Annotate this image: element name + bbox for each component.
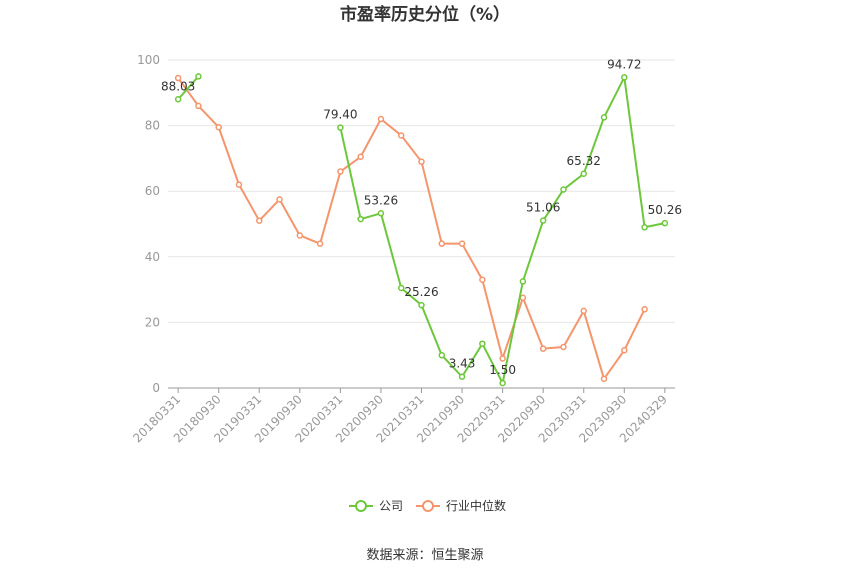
legend[interactable]: 公司 行业中位数: [349, 498, 506, 513]
data-point[interactable]: [256, 217, 263, 224]
legend-marker: [422, 500, 434, 512]
data-point[interactable]: [438, 240, 446, 247]
series-line-0: [339, 76, 666, 385]
data-point[interactable]: [519, 278, 527, 285]
data-point[interactable]: [377, 115, 385, 123]
legend-item-1[interactable]: 行业中位数: [416, 498, 506, 513]
data-point[interactable]: [174, 74, 182, 82]
data-point[interactable]: [296, 232, 304, 239]
x-axis: 2018033120180930201903312019093020200331…: [130, 387, 675, 445]
data-source: 数据来源：恒生聚源: [366, 548, 483, 563]
data-label: 3.43: [449, 357, 476, 371]
series-lines: [174, 73, 669, 387]
data-point[interactable]: [357, 153, 364, 161]
data-point[interactable]: [458, 240, 466, 247]
data-point[interactable]: [560, 343, 567, 351]
data-point[interactable]: [600, 114, 608, 121]
series-line-0: [177, 75, 200, 100]
data-label: 65.32: [567, 154, 601, 168]
y-tick-label: 60: [145, 184, 160, 198]
data-point[interactable]: [195, 102, 202, 110]
data-point[interactable]: [438, 351, 446, 359]
data-label: 51.06: [526, 201, 560, 215]
data-point[interactable]: [621, 347, 628, 354]
data-point[interactable]: [641, 224, 648, 231]
data-point[interactable]: [195, 73, 202, 80]
data-point[interactable]: [174, 96, 182, 103]
y-axis-ticks: 0 20 40 60 80 100: [137, 53, 160, 395]
data-point[interactable]: [580, 307, 587, 315]
data-point[interactable]: [337, 124, 344, 131]
y-tick-label: 100: [137, 53, 160, 67]
data-point[interactable]: [539, 217, 547, 224]
data-point[interactable]: [458, 373, 466, 380]
data-label: 79.40: [323, 108, 357, 122]
y-tick-label: 0: [152, 381, 160, 395]
legend-item-0[interactable]: 公司: [349, 499, 403, 513]
data-point[interactable]: [215, 123, 222, 131]
data-label: 25.26: [404, 285, 438, 299]
data-point[interactable]: [316, 240, 324, 247]
data-point[interactable]: [479, 276, 486, 284]
data-point[interactable]: [539, 345, 547, 352]
data-point[interactable]: [600, 375, 608, 383]
data-point[interactable]: [397, 284, 405, 292]
data-point[interactable]: [519, 294, 527, 302]
legend-label: 公司: [379, 499, 403, 513]
legend-marker: [355, 500, 367, 512]
data-label: 50.26: [648, 203, 682, 217]
data-labels: 88.03 79.40 53.26 25.26 3.43 1.50 51.06 65.32 94…: [161, 57, 682, 377]
data-point[interactable]: [337, 168, 344, 175]
series-line-1: [177, 77, 646, 380]
data-point[interactable]: [235, 181, 243, 188]
y-tick-label: 20: [145, 315, 160, 329]
y-tick-label: 80: [145, 119, 160, 133]
data-point[interactable]: [397, 132, 405, 139]
data-point[interactable]: [418, 158, 425, 165]
data-label: 94.72: [607, 57, 641, 71]
data-point[interactable]: [580, 170, 587, 178]
data-label: 88.03: [161, 79, 195, 93]
data-point[interactable]: [621, 74, 628, 81]
data-point[interactable]: [499, 379, 506, 387]
chart-title: 市盈率历史分位（%）: [340, 4, 510, 25]
grid-lines: [168, 59, 675, 323]
data-point[interactable]: [641, 306, 648, 313]
data-point[interactable]: [661, 219, 669, 227]
data-point[interactable]: [276, 196, 283, 203]
data-point[interactable]: [377, 210, 385, 217]
y-tick-label: 40: [145, 250, 160, 264]
data-label: 53.26: [364, 193, 398, 207]
data-point[interactable]: [560, 186, 567, 193]
data-label: 1.50: [489, 363, 516, 377]
data-point[interactable]: [479, 340, 486, 347]
legend-label: 行业中位数: [446, 498, 506, 513]
data-point[interactable]: [418, 301, 425, 309]
data-point[interactable]: [357, 215, 364, 223]
data-point[interactable]: [499, 355, 506, 362]
